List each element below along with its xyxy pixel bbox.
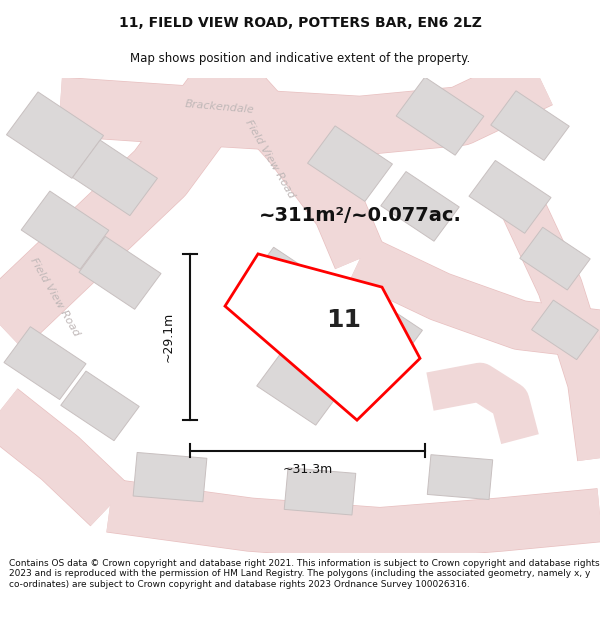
Text: Contains OS data © Crown copyright and database right 2021. This information is : Contains OS data © Crown copyright and d…	[9, 559, 599, 589]
Text: Brackendale: Brackendale	[185, 99, 255, 114]
Polygon shape	[61, 371, 139, 441]
Polygon shape	[257, 349, 343, 425]
Polygon shape	[491, 91, 569, 161]
Polygon shape	[133, 452, 207, 502]
Polygon shape	[225, 254, 420, 420]
Text: 11: 11	[326, 308, 361, 332]
Polygon shape	[284, 468, 356, 515]
Polygon shape	[427, 454, 493, 499]
Polygon shape	[4, 327, 86, 399]
Polygon shape	[245, 248, 335, 327]
Polygon shape	[21, 191, 109, 269]
Polygon shape	[7, 92, 104, 178]
Text: Field View Road: Field View Road	[244, 118, 296, 200]
Text: Map shows position and indicative extent of the property.: Map shows position and indicative extent…	[130, 52, 470, 65]
Polygon shape	[79, 236, 161, 309]
Polygon shape	[308, 126, 392, 201]
Polygon shape	[73, 140, 157, 216]
Text: Field View Road: Field View Road	[28, 256, 82, 338]
Text: ~31.3m: ~31.3m	[283, 463, 332, 476]
Polygon shape	[520, 228, 590, 290]
Polygon shape	[469, 161, 551, 233]
Polygon shape	[381, 171, 459, 241]
Text: 11, FIELD VIEW ROAD, POTTERS BAR, EN6 2LZ: 11, FIELD VIEW ROAD, POTTERS BAR, EN6 2L…	[119, 16, 481, 31]
Text: ~29.1m: ~29.1m	[161, 312, 175, 362]
Text: ~311m²/~0.077ac.: ~311m²/~0.077ac.	[259, 206, 461, 226]
Polygon shape	[338, 292, 422, 367]
Polygon shape	[532, 300, 598, 359]
Polygon shape	[396, 77, 484, 155]
